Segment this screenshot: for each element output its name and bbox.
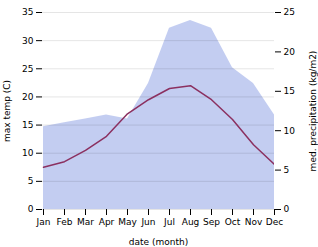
svg-text:Mar: Mar	[77, 217, 94, 227]
svg-text:Dec: Dec	[266, 217, 283, 227]
svg-text:25: 25	[22, 64, 33, 74]
svg-text:10: 10	[22, 148, 34, 158]
svg-text:Nov: Nov	[245, 217, 263, 227]
svg-text:max temp (C): max temp (C)	[2, 80, 12, 142]
svg-text:35: 35	[22, 7, 33, 17]
svg-text:15: 15	[284, 86, 295, 96]
svg-text:20: 20	[22, 92, 34, 102]
svg-text:30: 30	[22, 36, 34, 46]
svg-text:0: 0	[284, 204, 290, 214]
svg-text:5: 5	[28, 176, 34, 186]
svg-text:med. precipitation (kg/m2): med. precipitation (kg/m2)	[308, 51, 318, 172]
svg-text:Jun: Jun	[140, 217, 155, 227]
svg-text:Jul: Jul	[163, 217, 175, 227]
svg-text:Aug: Aug	[182, 217, 200, 227]
svg-text:20: 20	[284, 47, 296, 57]
svg-text:10: 10	[284, 126, 296, 136]
svg-text:date (month): date (month)	[129, 237, 188, 247]
svg-text:25: 25	[284, 7, 295, 17]
svg-text:5: 5	[284, 165, 290, 175]
svg-text:15: 15	[22, 120, 33, 130]
svg-text:Apr: Apr	[99, 217, 115, 227]
svg-text:Feb: Feb	[57, 217, 73, 227]
svg-text:May: May	[118, 217, 137, 227]
svg-text:Sep: Sep	[203, 217, 220, 227]
svg-text:Oct: Oct	[225, 217, 241, 227]
svg-text:Jan: Jan	[36, 217, 51, 227]
svg-text:0: 0	[28, 204, 34, 214]
